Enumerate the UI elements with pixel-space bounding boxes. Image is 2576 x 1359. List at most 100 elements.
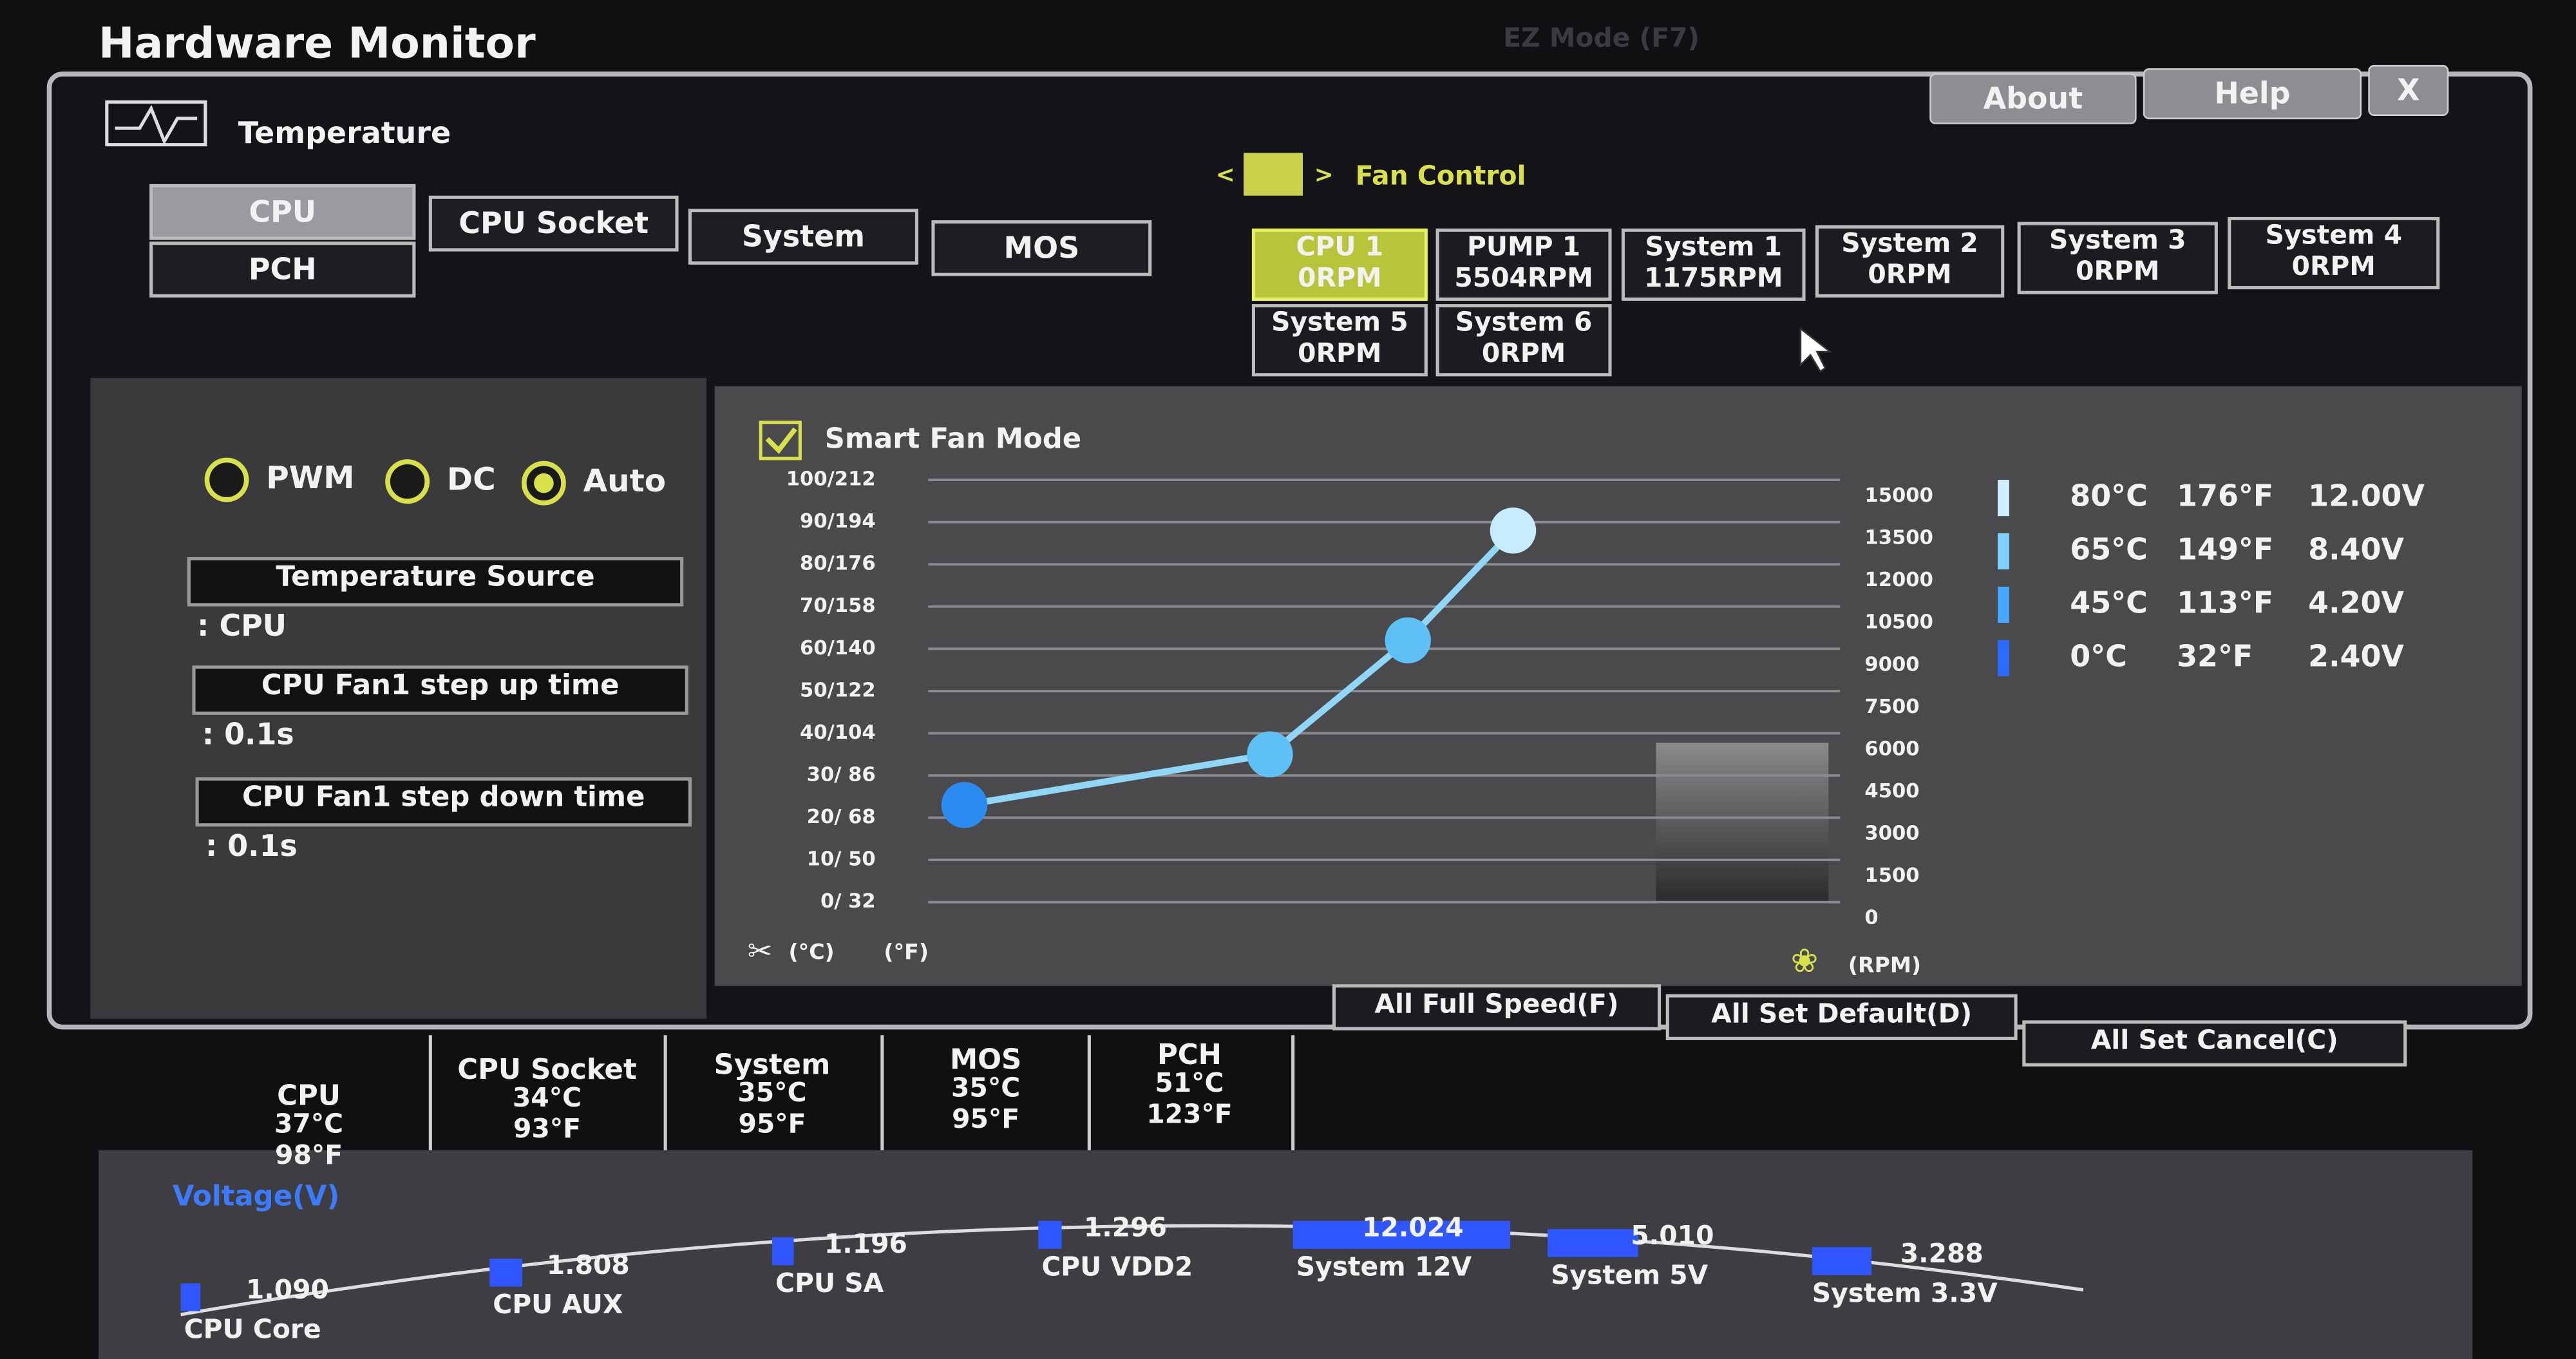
mode-radio[interactable] bbox=[204, 457, 249, 502]
curve-point[interactable] bbox=[1490, 508, 1537, 554]
legend-cell: 12.00V bbox=[2308, 479, 2425, 513]
legend-cell: 65°C bbox=[2070, 532, 2148, 567]
fan-button[interactable] bbox=[1435, 304, 1612, 377]
header-button[interactable] bbox=[2143, 68, 2362, 120]
chart-panel bbox=[714, 386, 2522, 986]
legend-cell: 32°F bbox=[2177, 638, 2253, 673]
voltage-bar bbox=[772, 1237, 794, 1266]
action-button[interactable] bbox=[1332, 984, 1662, 1031]
field-label[interactable]: Temperature Source bbox=[276, 561, 594, 593]
temperature-tab[interactable] bbox=[428, 195, 679, 252]
fan-button[interactable] bbox=[2017, 222, 2218, 294]
voltage-bar bbox=[180, 1283, 201, 1311]
temperature-icon bbox=[105, 100, 207, 147]
fan-name[interactable]: System 6 bbox=[1455, 307, 1593, 337]
temperature-tab-label[interactable]: MOS bbox=[1003, 230, 1079, 265]
y-tick-label: 70/158 bbox=[800, 594, 876, 617]
voltage-value: 3.288 bbox=[1900, 1238, 1984, 1269]
header-button-label[interactable]: About bbox=[1984, 81, 2083, 115]
voltage-name: System 5V bbox=[1551, 1259, 1709, 1290]
field-value: : 0.1s bbox=[205, 828, 298, 863]
field-label[interactable]: CPU Fan1 step down time bbox=[242, 781, 645, 813]
field-box[interactable] bbox=[187, 556, 684, 607]
header-button-label[interactable]: Help bbox=[2214, 76, 2290, 111]
voltage-value: 1.090 bbox=[246, 1274, 329, 1305]
next-arrow[interactable]: > bbox=[1314, 162, 1334, 188]
legend-cell: 4.20V bbox=[2308, 585, 2404, 620]
fan-name[interactable]: System 3 bbox=[2049, 224, 2186, 255]
fan-speed[interactable]: 0RPM bbox=[2292, 251, 2376, 281]
ez-mode[interactable]: EZ Mode (F7) bbox=[1503, 22, 1700, 53]
temperature-tab[interactable] bbox=[931, 220, 1152, 276]
smart-fan-checkbox[interactable] bbox=[759, 421, 802, 461]
voltage-name: CPU SA bbox=[775, 1268, 884, 1298]
temperature-icon-line bbox=[115, 104, 198, 146]
field-box[interactable] bbox=[195, 777, 692, 827]
prev-arrow[interactable]: < bbox=[1216, 162, 1235, 188]
voltage-value: 1.196 bbox=[824, 1228, 907, 1259]
temperature-tab-label[interactable]: System bbox=[742, 219, 865, 254]
mode-radio[interactable] bbox=[385, 459, 430, 504]
y-tick-label: 100/212 bbox=[786, 468, 876, 491]
fan-name[interactable]: PUMP 1 bbox=[1467, 231, 1580, 261]
fan-control-title[interactable]: Fan Control bbox=[1356, 160, 1526, 191]
fan-button[interactable] bbox=[2228, 216, 2440, 290]
fan-button[interactable] bbox=[1251, 304, 1428, 377]
check-mark[interactable] bbox=[765, 427, 797, 454]
fan-speed[interactable]: 1175RPM bbox=[1644, 262, 1783, 293]
y-tick-label: 0/ 32 bbox=[820, 890, 876, 913]
curve-point[interactable] bbox=[1385, 617, 1431, 663]
temperature-tab-label[interactable]: PCH bbox=[249, 252, 317, 287]
voltage-name: CPU VDD2 bbox=[1041, 1251, 1193, 1282]
fan-speed[interactable]: 0RPM bbox=[1298, 262, 1381, 293]
action-label[interactable]: All Set Default(D) bbox=[1711, 998, 1972, 1029]
action-label[interactable]: All Set Cancel(C) bbox=[2091, 1024, 2338, 1055]
fan-button[interactable] bbox=[1251, 228, 1428, 301]
action-button[interactable] bbox=[2022, 1020, 2407, 1067]
header-button-label[interactable]: X bbox=[2397, 73, 2420, 108]
voltage-value: 5.010 bbox=[1631, 1220, 1714, 1251]
y-tick-label: 10/ 50 bbox=[807, 848, 876, 871]
fan-button[interactable] bbox=[1815, 225, 2005, 298]
curve-point[interactable] bbox=[941, 782, 988, 828]
legend-cell: 80°C bbox=[2070, 479, 2148, 513]
mode-label[interactable]: DC bbox=[447, 462, 496, 498]
temperature-tab-label[interactable]: CPU Socket bbox=[459, 205, 649, 240]
y-tick-label: 20/ 68 bbox=[807, 806, 876, 828]
temp-name: MOS bbox=[950, 1044, 1021, 1076]
voltage-value: 1.808 bbox=[547, 1250, 630, 1280]
temperature-tab[interactable] bbox=[688, 209, 919, 265]
voltage-bar bbox=[1812, 1247, 1872, 1275]
fan-name[interactable]: System 1 bbox=[1645, 231, 1782, 261]
fan-speed[interactable]: 0RPM bbox=[1868, 259, 1951, 290]
fan-name[interactable]: System 5 bbox=[1271, 307, 1408, 337]
mode-label[interactable]: PWM bbox=[266, 460, 354, 496]
mode-label[interactable]: Auto bbox=[583, 463, 666, 499]
window-title: Hardware Monitor bbox=[99, 18, 536, 68]
y2-tick-label: 6000 bbox=[1864, 737, 1919, 760]
fan-button[interactable] bbox=[1621, 228, 1806, 301]
temperature-tab-label[interactable]: CPU bbox=[249, 194, 316, 229]
y2-tick-label: 12000 bbox=[1864, 569, 1933, 591]
action-label[interactable]: All Full Speed(F) bbox=[1374, 988, 1618, 1019]
fan-speed[interactable]: 0RPM bbox=[2076, 256, 2159, 287]
fan-speed[interactable]: 0RPM bbox=[1482, 337, 1566, 368]
temperature-tab[interactable] bbox=[149, 184, 416, 240]
curve-point[interactable] bbox=[1247, 731, 1293, 777]
header-button[interactable] bbox=[2368, 64, 2449, 116]
mode-radio-dot[interactable] bbox=[534, 473, 554, 493]
action-button[interactable] bbox=[1665, 994, 2018, 1040]
field-label[interactable]: CPU Fan1 step up time bbox=[261, 669, 620, 701]
header-button[interactable] bbox=[1929, 73, 2137, 124]
temp-celsius: 34°C bbox=[513, 1082, 582, 1113]
fan-speed[interactable]: 5504RPM bbox=[1454, 262, 1593, 293]
voltage-scale bbox=[180, 1224, 2084, 1316]
fan-speed[interactable]: 0RPM bbox=[1298, 337, 1381, 368]
field-box[interactable] bbox=[192, 665, 688, 715]
temperature-tab[interactable] bbox=[149, 242, 416, 298]
fan-name[interactable]: System 4 bbox=[2265, 219, 2402, 250]
fan-name[interactable]: System 2 bbox=[1841, 227, 1978, 258]
fan-button[interactable] bbox=[1435, 228, 1612, 301]
fan-name[interactable]: CPU 1 bbox=[1296, 231, 1384, 261]
